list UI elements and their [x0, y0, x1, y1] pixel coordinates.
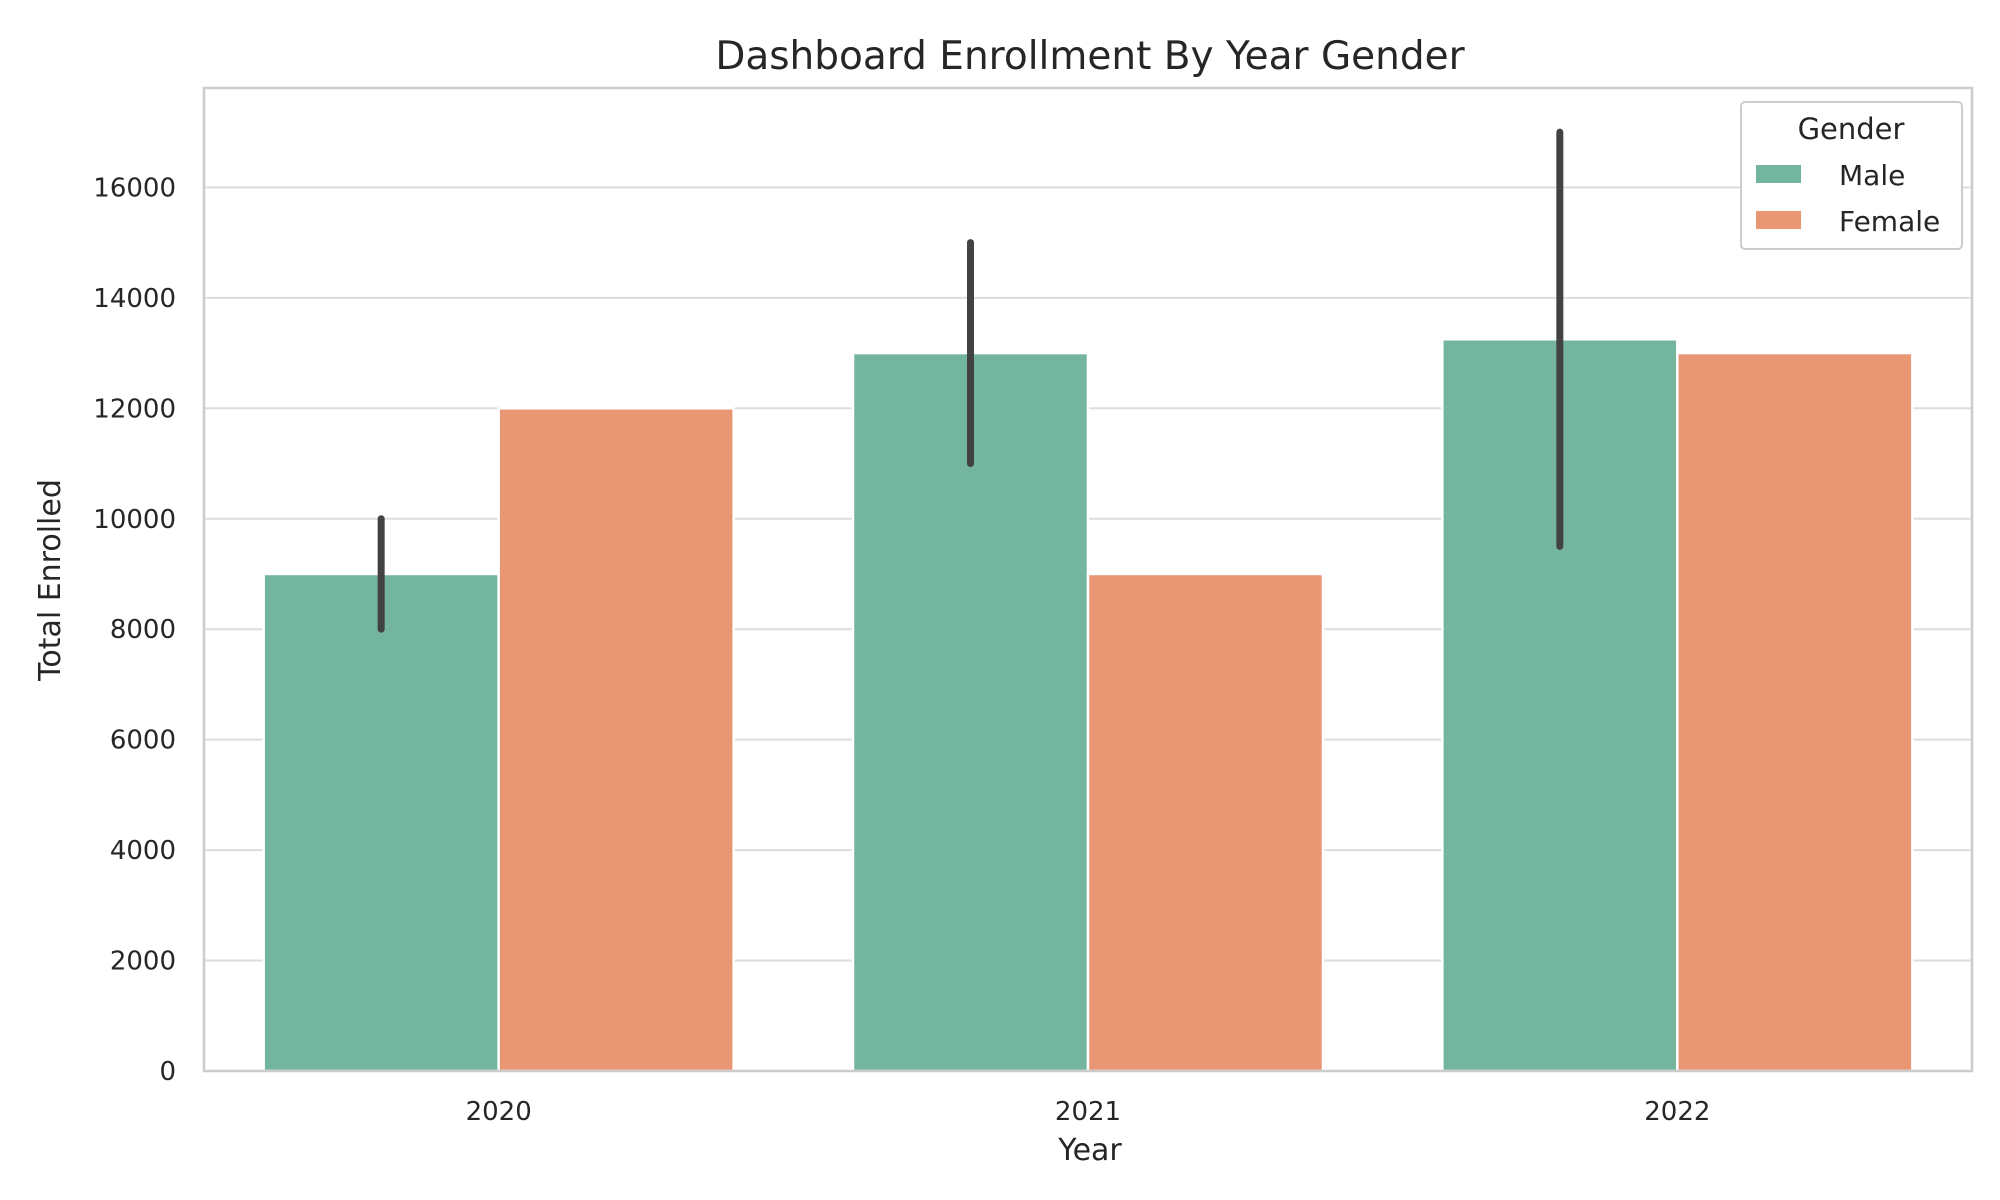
bar-male-2020 — [262, 572, 500, 1073]
legend-title: Gender — [1798, 112, 1905, 146]
bar-female-2021 — [1086, 572, 1325, 1073]
legend-swatch-male — [1756, 165, 1801, 183]
y-axis-ticks: 0 2000 4000 6000 8000 10000 12000 14000 16000 — [93, 173, 176, 1087]
x-axis-label: Year — [1057, 1133, 1122, 1168]
y-tick-label: 6000 — [110, 726, 176, 756]
bar-male-2021 — [851, 351, 1090, 1073]
y-tick-label: 2000 — [110, 947, 176, 977]
y-axis-label: Total Enrolled — [33, 479, 68, 682]
y-tick-label: 8000 — [110, 615, 176, 645]
legend-label-female: Female — [1839, 205, 1940, 238]
plot-frame — [202, 86, 1974, 1073]
error-bars — [377, 128, 1564, 633]
y-tick-label: 14000 — [93, 284, 176, 314]
y-tick-label: 10000 — [93, 505, 176, 535]
x-tick-label: 2020 — [466, 1097, 532, 1127]
x-tick-label: 2021 — [1055, 1097, 1121, 1127]
y-tick-label: 0 — [159, 1057, 176, 1087]
bar-female-2022 — [1676, 351, 1914, 1073]
legend: Gender Male Female — [1740, 101, 1963, 250]
bar-series — [262, 338, 1914, 1073]
chart-title: Dashboard Enrollment By Year Gender — [715, 34, 1465, 79]
y-tick-label: 4000 — [110, 836, 176, 866]
x-axis-ticks: 2020 2021 2022 — [466, 1097, 1711, 1127]
x-tick-label: 2022 — [1644, 1097, 1710, 1127]
y-tick-label: 16000 — [93, 173, 176, 203]
bar-female-2020 — [497, 407, 735, 1073]
y-tick-label: 12000 — [93, 394, 176, 424]
legend-swatch-female — [1756, 211, 1801, 229]
legend-label-male: Male — [1839, 159, 1905, 192]
